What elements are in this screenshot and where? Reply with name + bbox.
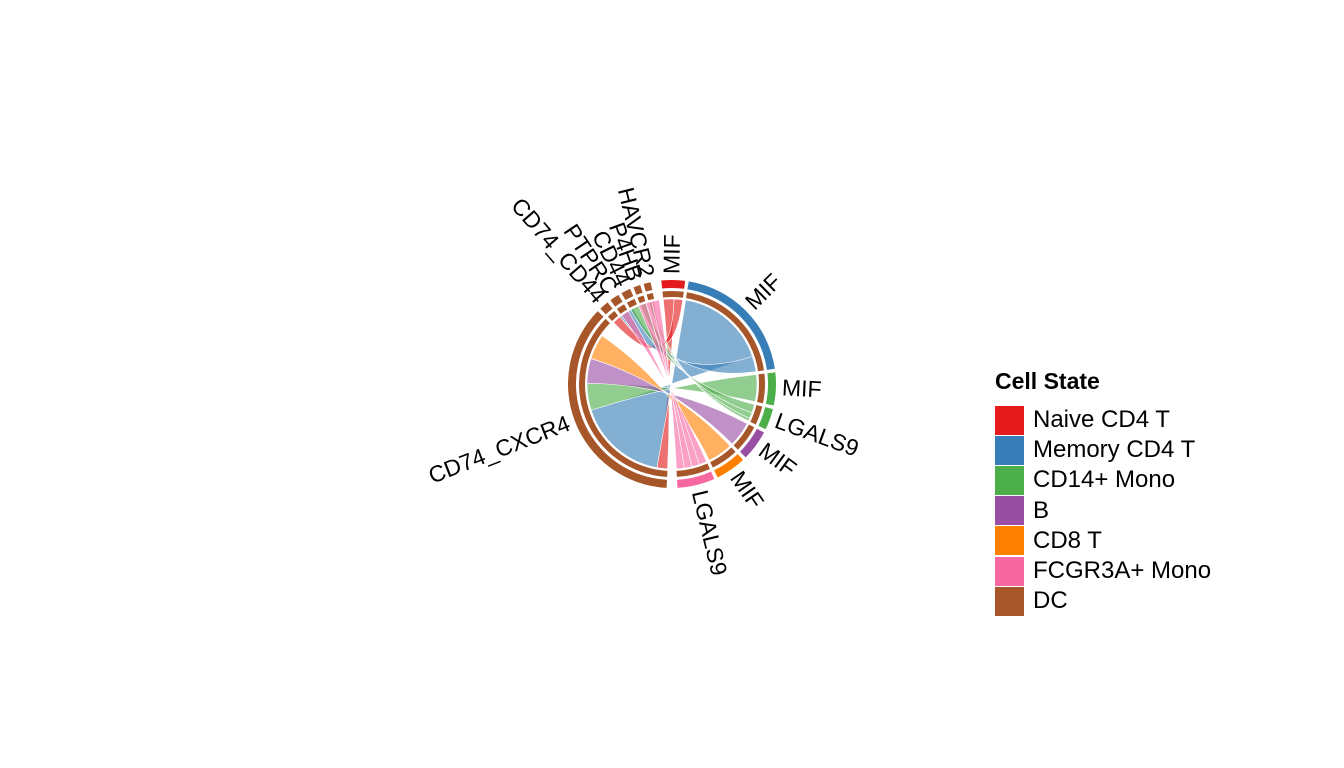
legend-item: B	[995, 496, 1211, 526]
sector-inner-ring	[686, 292, 764, 372]
legend-swatch	[995, 586, 1024, 616]
legend-item: DC	[995, 586, 1211, 616]
chord-links	[586, 298, 758, 470]
legend-label: FCGR3A+ Mono	[1033, 557, 1212, 585]
sector-label: MIF	[781, 374, 822, 402]
legend-swatch	[995, 526, 1024, 556]
sector-outer-ring	[643, 282, 653, 292]
sector-inner-ring	[757, 373, 765, 404]
sector-outer-ring	[765, 372, 776, 406]
sector-inner-ring	[607, 311, 619, 321]
legend-item: Naive CD4 T	[995, 405, 1211, 435]
legend-items: Naive CD4 T Memory CD4 T CD14+ Mono B CD8 T F…	[995, 405, 1211, 616]
sector-outer-ring	[621, 288, 634, 301]
sector-inner-ring	[626, 298, 637, 308]
legend-item: Memory CD4 T	[995, 435, 1211, 465]
legend-label: B	[1033, 496, 1050, 524]
sector-inner-ring	[710, 447, 736, 468]
chord-sector-rings	[567, 279, 776, 488]
sector-inner-ring	[616, 304, 628, 314]
sector-inner-ring	[750, 404, 763, 425]
legend-item: CD8 T	[995, 526, 1211, 556]
legend-item: CD14+ Mono	[995, 465, 1211, 495]
legend-swatch	[995, 556, 1024, 586]
legend-label: Naive CD4 T	[1033, 406, 1170, 434]
sector-inner-ring	[578, 318, 668, 477]
legend-label: CD8 T	[1033, 526, 1102, 554]
sector-label: CD74_CXCR4	[425, 410, 574, 489]
legend-item: FCGR3A+ Mono	[995, 556, 1211, 586]
legend-swatch	[995, 496, 1024, 526]
sector-outer-ring	[567, 311, 667, 488]
legend: Cell State Naive CD4 T Memory CD4 T CD14+ …	[995, 366, 1211, 616]
sector-label: MIF	[725, 466, 769, 513]
sector-inner-ring	[733, 424, 755, 450]
sector-label: MIF	[754, 437, 801, 481]
sector-inner-ring	[637, 295, 646, 304]
legend-swatch	[995, 435, 1024, 465]
legend-label: CD14+ Mono	[1033, 466, 1176, 494]
sector-outer-ring	[600, 302, 613, 315]
sector-inner-ring	[662, 291, 684, 298]
sector-outer-ring	[610, 294, 623, 307]
sector-outer-ring	[758, 407, 773, 430]
legend-swatch	[995, 465, 1024, 495]
chord-link	[651, 299, 685, 470]
legend-title: Cell State	[995, 368, 1100, 394]
sector-inner-ring	[646, 292, 655, 301]
sector-outer-ring	[687, 281, 775, 370]
legend-swatch	[995, 405, 1024, 435]
sector-outer-ring	[714, 454, 744, 478]
sector-label: MIF	[658, 234, 684, 274]
sector-label: LGALS9	[687, 487, 733, 578]
sector-outer-ring	[661, 279, 686, 289]
legend-label: Memory CD4 T	[1033, 436, 1196, 464]
legend-label: DC	[1033, 587, 1068, 615]
sector-outer-ring	[633, 285, 643, 295]
sector-outer-ring	[740, 428, 764, 458]
sector-inner-ring	[676, 463, 710, 477]
sector-label: MIF	[740, 268, 786, 314]
sector-outer-ring	[677, 471, 715, 488]
